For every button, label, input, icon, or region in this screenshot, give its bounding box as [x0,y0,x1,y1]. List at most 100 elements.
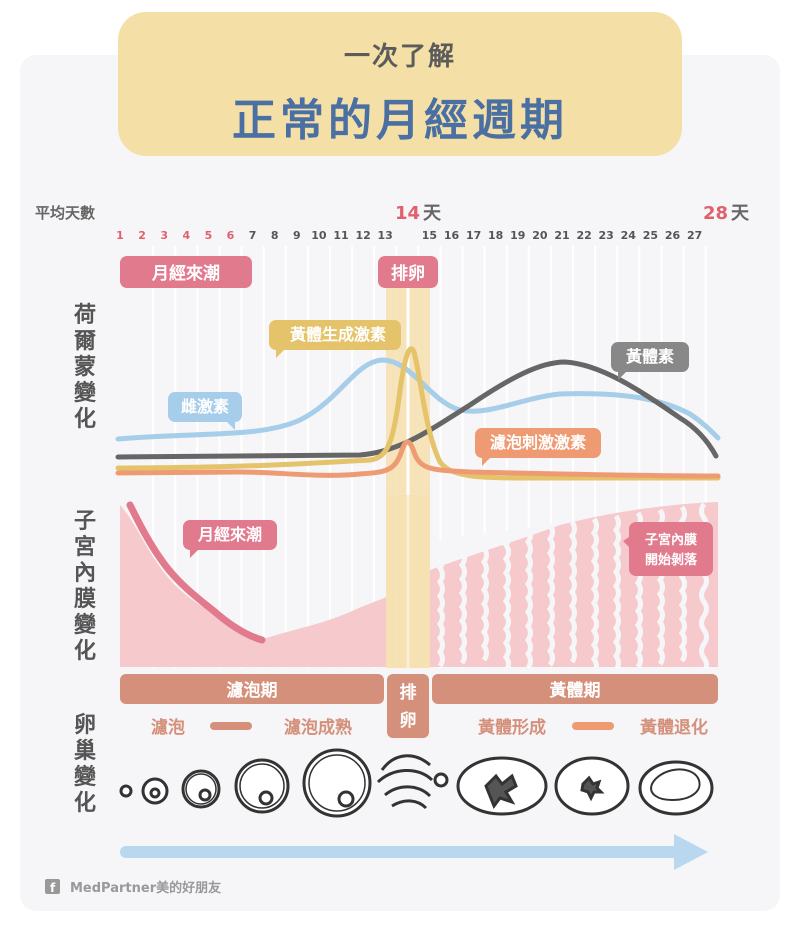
day-tick-label: 23 [599,229,614,242]
row-label-char: 卵 [74,713,96,738]
endometrium-menses-label: 月經來潮 [197,525,262,544]
endometrium-menses-callout [183,520,277,558]
day-tick-label: 3 [160,229,168,242]
timeline-arrow-head [674,834,708,870]
luteal-progress-bar [572,722,614,730]
day-tick-label: 9 [293,229,301,242]
shedding-label-line2: 開始剝落 [645,552,698,568]
fsh-curve [115,439,721,479]
luteal-phase-label: 黃體期 [549,681,601,701]
row-label-char: 宮 [74,534,96,560]
day-tick-label: 4 [182,229,190,242]
day-tick-label: 18 [488,229,503,242]
day-tick-label: 25 [643,229,658,242]
corpus-luteum-label: 黃體形成 [477,717,546,738]
endometrium-gland [568,520,577,664]
menses-phase-tag [120,256,252,288]
day-tick-label: 16 [444,229,460,242]
endometrium-gland [524,526,533,667]
ovulation-bar-label-1: 排 [400,682,417,703]
endometrium-gland [458,535,467,665]
row-label-char: 變 [74,764,97,790]
follicular-phase-label: 濾泡期 [227,680,278,701]
day-tick-label: 10 [311,229,327,242]
day-tick-label: 8 [271,229,279,242]
row-label-char: 化 [74,638,96,664]
row-label-char: 化 [74,406,96,432]
progesterone-callout [611,342,689,380]
day-tick-label: 5 [205,229,213,242]
follicle-label: 濾泡 [151,717,185,738]
corpus-luteum-regressing [638,760,714,816]
row-label-char: 膜 [74,587,96,612]
day-tick-label: 24 [621,229,637,242]
day-tick-label: 26 [665,229,681,242]
ovulating-follicle [376,754,449,810]
last-day-unit: 天 [731,203,750,224]
day-tick-label: 22 [576,229,591,242]
day-tick-labels: 1 2 3 4 5 6 7 8 9 10 11 12 13 15 16 17 18 19 20 21 22 23 24 25 2… [116,229,702,242]
follicle-stage-5 [302,748,372,818]
title-banner: 一次了解 正常的月經週期 [118,12,682,156]
follicle-stage-1 [119,784,133,798]
axis-label: 平均天數 [35,204,95,222]
progesterone-curve [115,359,719,460]
endometrium-gland [546,523,555,667]
endometrium-gland [436,538,445,667]
row-label-char: 子 [74,509,96,534]
row-label-char: 巢 [73,738,96,764]
day-tick-label: 13 [378,229,393,242]
lh-callout [269,320,401,358]
corpus-luteum-forming [456,756,548,816]
subtitle: 一次了解 [343,42,456,72]
day-tick-label: 7 [249,229,257,242]
ovulation-day-unit: 天 [423,203,442,224]
endometrium-gland [480,532,489,662]
endometrium-gland [590,517,599,667]
ovary-stages [119,748,714,818]
fsh-label: 濾泡刺激激素 [490,433,586,452]
day-tick-label: 15 [422,229,437,242]
menses-flow-line [126,501,266,644]
estrogen-callout [168,392,242,430]
day-tick-label: 1 [116,229,124,242]
day-tick-label: 19 [510,229,525,242]
row-label-char: 變 [74,380,97,406]
day-tick-label: 21 [554,229,569,242]
ovulation-day-marker: 14 [395,203,420,224]
row-label-char: 爾 [73,329,96,354]
endometrium-gland [502,529,511,667]
shedding-callout [623,522,713,576]
follicle-progress-bar [210,722,252,730]
day-tick-label: 20 [532,229,548,242]
timeline-arrow-shaft [120,846,680,858]
ovulation-phase-tag [378,256,438,288]
page-title: 正常的月經週期 [232,95,568,146]
fsh-callout [475,428,601,466]
ovulation-bar-label-2: 卵 [400,710,417,731]
ovulation-phase-bar [387,674,429,738]
menses-phase-label: 月經來潮 [151,263,220,284]
row-label-char: 內 [74,561,96,586]
facebook-icon-glyph: f [50,881,56,895]
row-label-char: 變 [74,612,97,638]
ovulation-band-lower [386,495,430,668]
row-label-char: 蒙 [74,355,96,380]
ovulation-phase-label: 排卵 [391,263,425,284]
day-tick-label: 2 [138,229,146,242]
shedding-label-line1: 子宮內膜 [645,532,697,548]
follicular-phase-bar [120,674,384,704]
day-tick-label: 12 [355,229,370,242]
follicle-stage-2 [141,777,169,805]
follicle-mature-label: 濾泡成熟 [284,717,352,738]
corpus-regress-label: 黃體退化 [639,717,708,738]
endometrium-gland [612,514,621,667]
estrogen-curve [115,357,721,442]
follicle-stage-4 [234,758,290,814]
progesterone-label: 黃體素 [625,347,674,366]
follicle-stage-3 [181,769,221,809]
corpus-luteum-mature [554,756,630,816]
day-tick-label: 6 [227,229,235,242]
